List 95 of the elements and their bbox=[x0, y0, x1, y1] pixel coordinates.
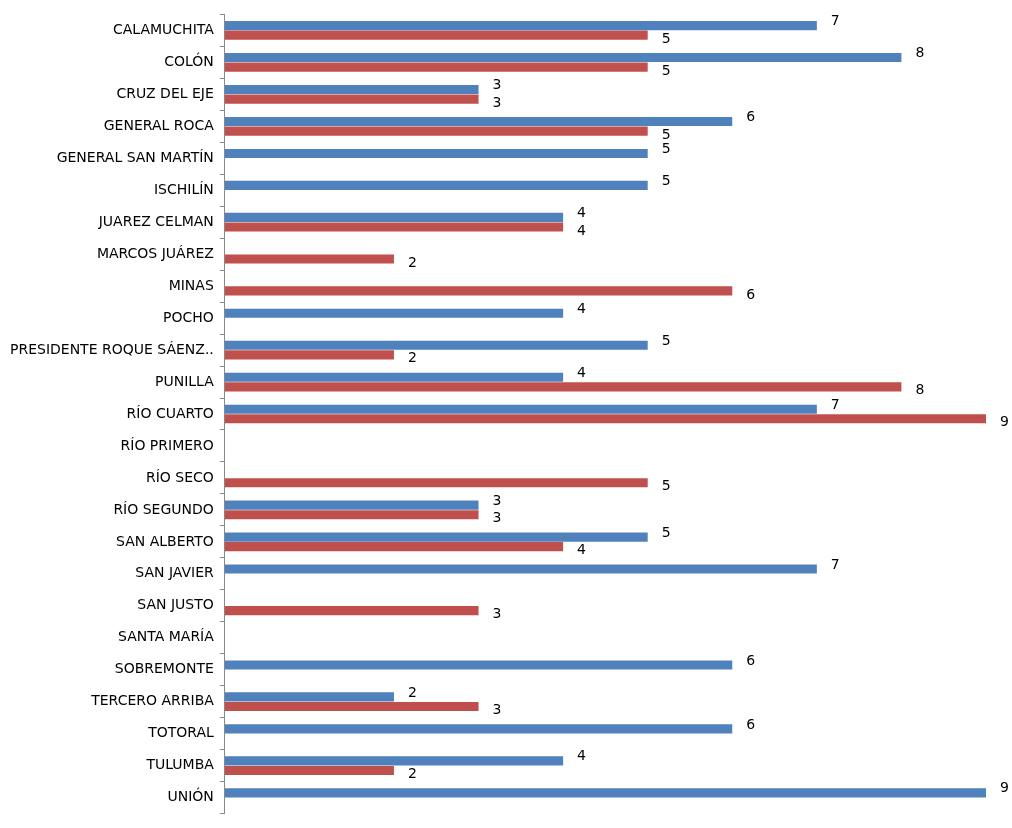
bar bbox=[224, 126, 648, 136]
bar bbox=[224, 542, 564, 552]
bar bbox=[224, 350, 394, 360]
bar bbox=[224, 84, 479, 95]
y-tick-label: MINAS bbox=[168, 276, 214, 293]
data-label: 5 bbox=[661, 61, 671, 78]
data-label: 3 bbox=[492, 491, 502, 508]
data-label: 6 bbox=[746, 651, 756, 668]
data-label: 5 bbox=[661, 140, 671, 157]
data-label: 4 bbox=[577, 363, 587, 380]
data-label: 5 bbox=[661, 29, 671, 46]
data-label: 3 bbox=[492, 509, 502, 526]
data-label: 6 bbox=[746, 108, 756, 125]
bar bbox=[224, 478, 648, 488]
bar bbox=[224, 382, 902, 392]
bar bbox=[224, 692, 394, 702]
data-label: 7 bbox=[830, 395, 840, 412]
data-label: 7 bbox=[830, 12, 840, 29]
data-label: 6 bbox=[746, 715, 756, 732]
bar bbox=[224, 30, 648, 40]
data-label: 8 bbox=[915, 381, 925, 398]
data-label: 2 bbox=[407, 253, 417, 270]
bar bbox=[224, 53, 902, 63]
y-tick-label: JUAREZ CELMAN bbox=[97, 212, 214, 229]
bar bbox=[224, 21, 817, 31]
bar bbox=[224, 660, 733, 670]
bar bbox=[224, 756, 564, 766]
bar bbox=[224, 724, 733, 734]
data-label: 3 bbox=[492, 701, 502, 718]
data-label: 3 bbox=[492, 76, 502, 93]
data-label: 4 bbox=[577, 541, 587, 558]
data-label: 2 bbox=[407, 683, 417, 700]
y-tick-label: TERCERO ARRIBA bbox=[90, 692, 215, 709]
y-tick-label: RÍO CUARTO bbox=[126, 404, 214, 421]
data-label: 5 bbox=[661, 331, 671, 348]
y-tick-label: MARCOS JUÁREZ bbox=[96, 244, 214, 261]
y-tick-label: SANTA MARÍA bbox=[118, 628, 215, 645]
y-tick-label: COLÓN bbox=[164, 51, 214, 69]
data-label: 5 bbox=[661, 477, 671, 494]
y-tick-label: SAN JUSTO bbox=[137, 596, 214, 613]
data-label: 5 bbox=[661, 523, 671, 540]
data-label: 9 bbox=[1000, 413, 1009, 430]
y-tick-label: RÍO SEGUNDO bbox=[113, 500, 214, 517]
bar bbox=[224, 532, 648, 542]
y-tick-label: CALAMUCHITA bbox=[112, 21, 215, 38]
y-tick-label: SAN JAVIER bbox=[135, 564, 215, 581]
data-label: 7 bbox=[830, 555, 840, 572]
y-tick-label: SOBREMONTE bbox=[114, 660, 214, 677]
bar bbox=[224, 62, 648, 72]
y-tick-label: GENERAL SAN MARTÍN bbox=[56, 148, 214, 165]
y-tick-label: TULUMBA bbox=[145, 756, 215, 773]
data-label: 4 bbox=[577, 299, 587, 316]
bar bbox=[224, 212, 564, 222]
y-tick-label: ISCHILÍN bbox=[153, 180, 214, 197]
bar bbox=[224, 372, 564, 382]
bar bbox=[224, 510, 479, 520]
bar bbox=[224, 404, 817, 414]
bar bbox=[224, 606, 479, 616]
bar bbox=[224, 254, 394, 264]
data-label: 6 bbox=[746, 285, 756, 302]
bar bbox=[224, 765, 394, 775]
bar bbox=[224, 308, 564, 318]
y-tick-label: SAN ALBERTO bbox=[116, 532, 214, 549]
bar bbox=[224, 500, 479, 510]
bar bbox=[224, 286, 733, 296]
data-label: 4 bbox=[577, 747, 587, 764]
y-tick-label: POCHO bbox=[163, 308, 214, 325]
data-label: 8 bbox=[915, 44, 925, 61]
bar bbox=[224, 222, 564, 232]
bar bbox=[224, 116, 733, 127]
bar bbox=[224, 180, 648, 190]
data-label: 5 bbox=[661, 125, 671, 142]
bar bbox=[224, 94, 479, 104]
data-label: 2 bbox=[407, 765, 417, 782]
bar bbox=[224, 148, 648, 159]
bar bbox=[224, 340, 648, 350]
y-tick-label: PRESIDENTE ROQUE SÁENZ.. bbox=[9, 340, 214, 357]
y-tick-label: RÍO PRIMERO bbox=[120, 436, 214, 453]
data-label: 3 bbox=[492, 93, 502, 110]
data-label: 5 bbox=[661, 172, 671, 189]
data-label: 4 bbox=[577, 221, 587, 238]
y-tick-label: UNIÓN bbox=[167, 787, 214, 805]
bar bbox=[224, 564, 817, 574]
bar bbox=[224, 788, 986, 798]
y-tick-label: CRUZ DEL EJE bbox=[116, 84, 214, 101]
y-tick-label: GENERAL ROCA bbox=[103, 116, 215, 133]
bar bbox=[224, 414, 986, 424]
data-label: 4 bbox=[577, 204, 587, 221]
data-label: 3 bbox=[492, 605, 502, 622]
bar bbox=[224, 701, 479, 712]
y-tick-label: TOTORAL bbox=[147, 724, 215, 741]
data-label: 9 bbox=[1000, 779, 1009, 796]
data-label: 2 bbox=[407, 349, 417, 366]
y-tick-label: PUNILLA bbox=[155, 372, 215, 389]
y-tick-label: RÍO SECO bbox=[145, 468, 214, 485]
